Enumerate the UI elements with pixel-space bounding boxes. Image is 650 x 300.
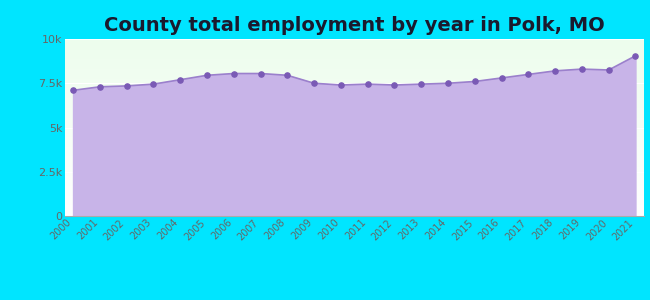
- Point: [550, 68, 560, 73]
- Point: [148, 82, 159, 86]
- Point: [577, 67, 587, 71]
- Point: [603, 68, 614, 72]
- Point: [497, 76, 507, 80]
- Point: [122, 83, 132, 88]
- Point: [255, 71, 266, 76]
- Point: [68, 88, 78, 93]
- Point: [95, 84, 105, 89]
- Point: [282, 73, 293, 78]
- Point: [523, 72, 534, 77]
- Point: [630, 53, 641, 58]
- Point: [202, 73, 212, 78]
- Title: County total employment by year in Polk, MO: County total employment by year in Polk,…: [104, 16, 604, 35]
- Point: [363, 82, 373, 86]
- Point: [443, 81, 453, 86]
- Point: [175, 77, 185, 82]
- Point: [389, 82, 400, 87]
- Point: [416, 82, 426, 86]
- Point: [309, 81, 319, 86]
- Point: [469, 79, 480, 84]
- Point: [335, 82, 346, 87]
- Point: [229, 71, 239, 76]
